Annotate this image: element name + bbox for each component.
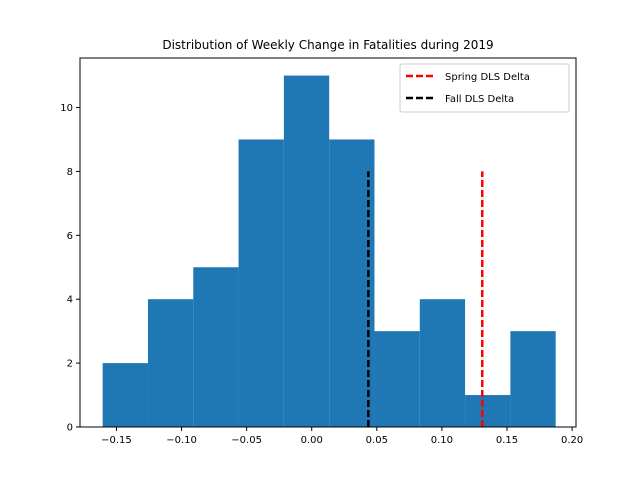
y-tick-label: 4 — [67, 295, 73, 306]
x-axis-ticks: −0.15 −0.10 −0.05 0.00 0.05 0.10 0.15 0.20 — [101, 427, 583, 446]
y-tick-label: 8 — [67, 167, 73, 178]
y-tick-label: 2 — [67, 359, 73, 370]
y-axis-ticks: 0 2 4 6 8 10 — [60, 103, 80, 434]
legend-box — [399, 63, 570, 113]
histogram-bar — [510, 331, 556, 427]
bars-group — [102, 75, 556, 428]
x-tick-label: 0.10 — [431, 435, 453, 446]
legend-label: Spring DLS Delta — [445, 72, 530, 83]
plot-area-frame — [79, 57, 577, 428]
legend: Spring DLS Delta Fall DLS Delta — [399, 63, 570, 113]
y-tick-label: 0 — [67, 423, 73, 434]
y-tick-label: 10 — [60, 103, 73, 114]
histogram-bar — [238, 139, 284, 427]
legend-label: Fall DLS Delta — [445, 94, 514, 105]
x-tick-label: −0.15 — [101, 435, 132, 446]
x-tick-label: −0.10 — [166, 435, 197, 446]
x-tick-label: 0.05 — [366, 435, 388, 446]
x-tick-label: 0.20 — [561, 435, 583, 446]
histogram-bar — [465, 395, 511, 427]
x-tick-label: 0.15 — [496, 435, 518, 446]
histogram-bar — [193, 267, 239, 427]
histogram-bar — [283, 75, 330, 428]
histogram-bar — [329, 139, 375, 427]
chart-title: Distribution of Weekly Change in Fatalit… — [162, 38, 493, 52]
histogram-bar — [147, 299, 194, 427]
reference-lines-group — [367, 171, 484, 427]
x-tick-label: 0.00 — [301, 435, 323, 446]
histogram-bar — [419, 299, 466, 427]
histogram-bar — [374, 331, 420, 427]
x-tick-label: −0.05 — [231, 435, 262, 446]
y-tick-label: 6 — [67, 231, 73, 242]
histogram-bar — [102, 363, 148, 427]
